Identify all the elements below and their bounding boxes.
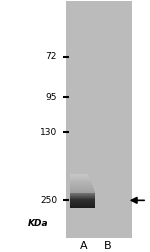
Text: 95: 95 xyxy=(45,92,57,102)
Bar xyxy=(70,196,95,197)
Bar xyxy=(70,196,95,197)
Bar xyxy=(70,195,95,196)
Bar xyxy=(70,191,95,192)
Bar xyxy=(70,180,91,181)
Bar xyxy=(70,187,93,188)
Bar xyxy=(70,197,95,198)
Bar xyxy=(70,179,90,180)
Bar xyxy=(70,186,93,187)
Bar xyxy=(70,176,89,177)
Bar xyxy=(70,181,91,182)
Text: 130: 130 xyxy=(40,128,57,137)
Bar xyxy=(66,1,132,238)
Bar xyxy=(70,190,94,191)
Text: A: A xyxy=(80,241,87,251)
Bar xyxy=(70,192,95,193)
Bar xyxy=(70,184,92,185)
Bar xyxy=(70,202,95,203)
Text: KDa: KDa xyxy=(27,218,48,228)
Bar xyxy=(70,185,93,186)
Bar xyxy=(70,199,95,200)
Bar xyxy=(70,178,90,180)
Bar xyxy=(70,207,95,208)
Bar xyxy=(70,206,95,207)
Bar xyxy=(70,205,95,206)
Bar xyxy=(70,182,92,183)
Bar xyxy=(70,195,95,196)
Bar xyxy=(70,188,94,189)
Bar xyxy=(70,183,92,184)
Bar xyxy=(70,203,95,204)
Bar xyxy=(70,206,95,207)
Bar xyxy=(70,193,95,194)
Bar xyxy=(70,175,88,176)
Bar xyxy=(70,201,95,202)
Bar xyxy=(70,189,94,190)
Bar xyxy=(70,193,95,194)
Bar xyxy=(70,176,89,178)
Bar xyxy=(70,203,95,204)
Text: B: B xyxy=(103,241,111,251)
Bar xyxy=(70,197,95,198)
Bar xyxy=(70,194,95,195)
Bar xyxy=(70,200,95,201)
Text: 250: 250 xyxy=(40,196,57,205)
Bar xyxy=(70,177,90,179)
Bar xyxy=(70,204,95,205)
Bar xyxy=(70,207,95,208)
Bar xyxy=(70,201,95,202)
Bar xyxy=(70,198,95,199)
Bar xyxy=(70,200,95,201)
Bar xyxy=(70,198,95,199)
Text: 72: 72 xyxy=(46,52,57,61)
Bar xyxy=(70,174,88,175)
Bar xyxy=(70,204,95,205)
Bar xyxy=(70,194,95,195)
